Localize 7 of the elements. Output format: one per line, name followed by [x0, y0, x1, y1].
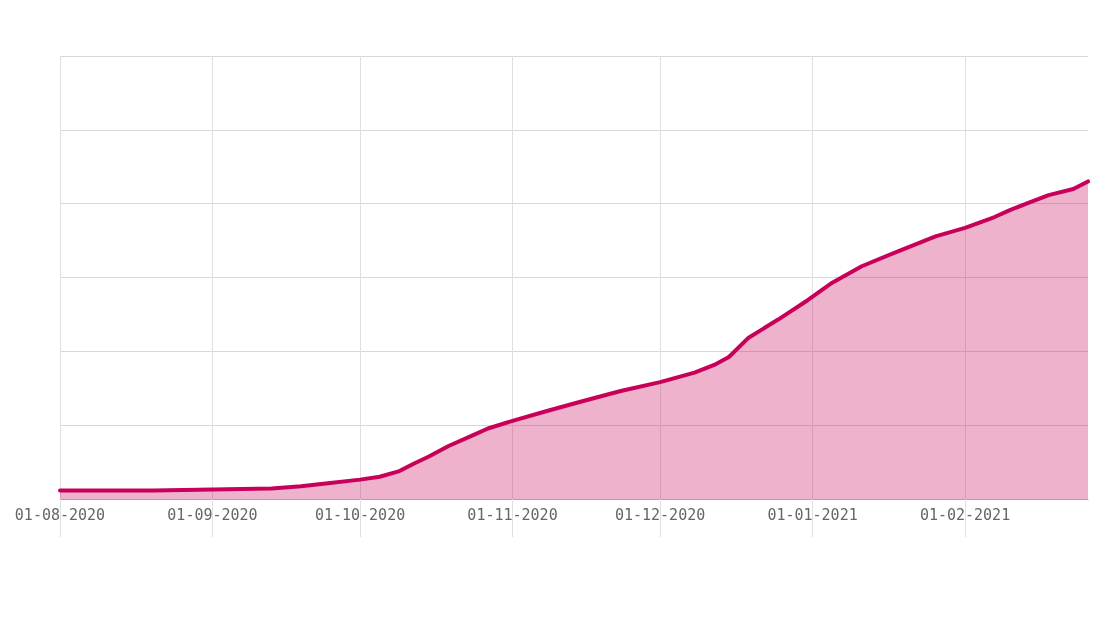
x-tick-label: 01-12-2020 — [614, 505, 706, 524]
x-tick-label: 01-01-2021 — [767, 505, 858, 524]
x-tick-label: 01-09-2020 — [167, 505, 258, 524]
x-tick-label: 01-08-2020 — [14, 505, 106, 524]
x-tick-label: 01-10-2020 — [314, 505, 406, 524]
x-tick-label: 01-02-2021 — [919, 505, 1011, 524]
x-tick-label: 01-11-2020 — [467, 505, 558, 524]
